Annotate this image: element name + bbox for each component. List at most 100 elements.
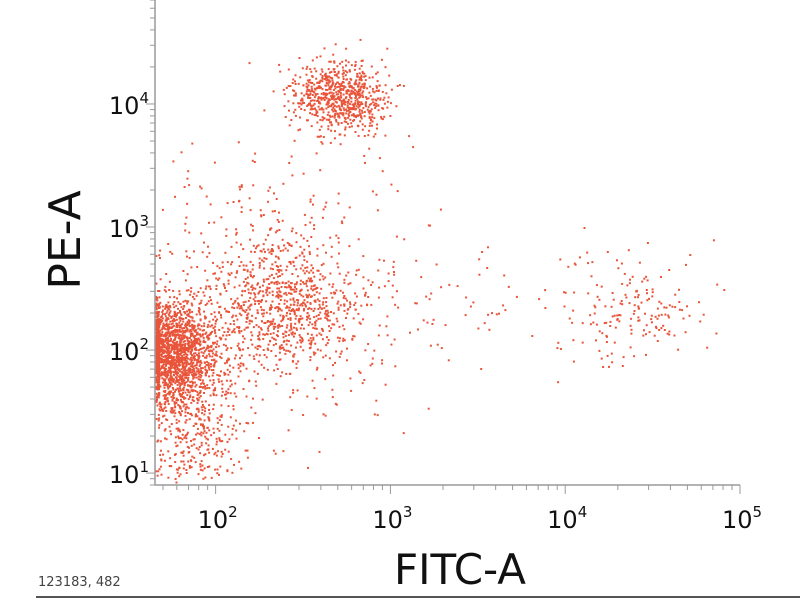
data-point — [225, 234, 228, 237]
data-point — [208, 334, 211, 337]
data-point — [568, 317, 571, 320]
data-point — [185, 359, 188, 362]
data-point — [210, 476, 213, 479]
data-point — [199, 313, 202, 316]
data-point — [245, 422, 248, 424]
data-point — [316, 366, 319, 369]
data-point — [180, 314, 183, 316]
data-point — [253, 161, 256, 163]
data-point — [173, 348, 176, 351]
data-point — [169, 356, 171, 359]
data-point — [311, 94, 314, 96]
data-point — [175, 421, 178, 424]
data-point — [159, 465, 162, 468]
data-point — [157, 392, 160, 395]
data-point — [394, 303, 397, 306]
data-point — [158, 330, 161, 333]
data-point — [289, 85, 292, 88]
data-point — [273, 337, 276, 340]
data-point — [293, 89, 296, 92]
data-point — [220, 370, 222, 373]
data-point — [171, 362, 174, 365]
data-point — [563, 305, 566, 308]
data-point — [609, 320, 612, 323]
data-point — [221, 326, 224, 329]
data-point — [277, 326, 280, 329]
data-point — [157, 304, 160, 307]
data-point — [232, 320, 235, 322]
data-point — [189, 369, 192, 372]
data-point — [192, 345, 195, 348]
data-point — [611, 361, 614, 364]
data-point — [328, 319, 331, 322]
data-point — [209, 288, 212, 290]
data-point — [237, 342, 240, 345]
data-point — [262, 248, 265, 251]
data-point — [159, 338, 162, 341]
data-point — [242, 335, 244, 338]
data-point — [261, 320, 263, 323]
data-point — [309, 97, 312, 99]
data-point — [315, 397, 318, 400]
data-point — [299, 116, 301, 119]
data-point — [155, 337, 158, 340]
data-point — [167, 243, 170, 245]
data-point — [188, 391, 191, 394]
data-point — [298, 105, 301, 108]
data-point — [273, 369, 276, 372]
data-point — [265, 300, 268, 303]
data-point — [340, 88, 343, 90]
data-point — [169, 310, 172, 313]
data-point — [330, 91, 333, 94]
data-point — [212, 341, 214, 344]
data-point — [182, 467, 185, 470]
data-point — [544, 307, 547, 309]
data-point — [340, 122, 343, 124]
data-point — [172, 411, 175, 414]
data-point — [301, 304, 304, 307]
data-point — [276, 324, 279, 327]
data-point — [313, 293, 316, 296]
data-point — [312, 194, 315, 197]
data-point — [325, 309, 328, 312]
data-point — [589, 323, 592, 326]
data-point — [320, 264, 323, 267]
data-point — [198, 371, 201, 374]
data-point — [340, 350, 343, 353]
axes — [146, 0, 741, 494]
data-point — [292, 111, 295, 114]
data-point — [343, 304, 346, 307]
data-point — [353, 304, 356, 307]
data-point — [196, 427, 199, 430]
data-point — [245, 395, 248, 398]
data-point — [246, 449, 249, 452]
data-point — [158, 359, 161, 362]
data-point — [157, 379, 160, 382]
data-point — [168, 355, 170, 357]
data-point — [343, 109, 346, 112]
data-point — [389, 115, 392, 117]
data-point — [352, 106, 355, 109]
data-point — [276, 229, 279, 232]
data-point — [325, 88, 327, 91]
data-point — [227, 425, 230, 428]
data-point — [192, 438, 195, 441]
data-point — [309, 359, 312, 362]
data-point — [212, 348, 215, 351]
data-point — [595, 323, 598, 326]
data-point — [162, 342, 165, 345]
data-point — [342, 339, 345, 342]
data-point — [164, 393, 167, 396]
data-point — [312, 203, 314, 206]
data-point — [369, 85, 372, 88]
data-point — [208, 221, 210, 224]
data-point — [155, 369, 158, 372]
data-point — [295, 290, 298, 293]
data-point — [337, 266, 340, 269]
data-point — [200, 361, 203, 364]
data-point — [207, 323, 210, 326]
data-point — [324, 354, 327, 357]
data-point — [440, 286, 443, 289]
data-point — [333, 95, 336, 98]
data-point — [339, 99, 342, 102]
